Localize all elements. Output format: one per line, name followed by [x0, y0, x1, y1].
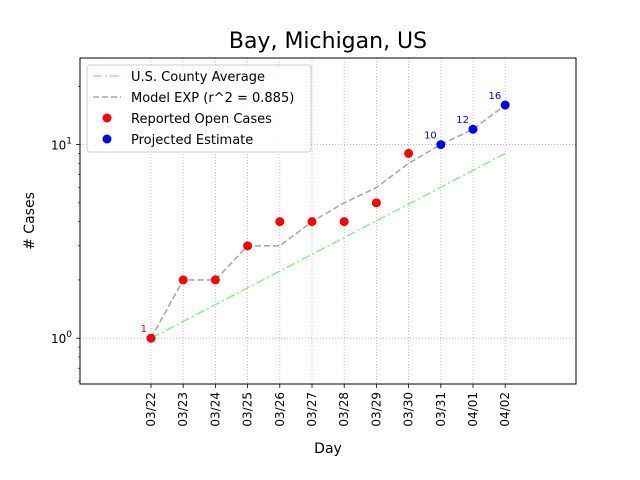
data-point [210, 275, 220, 285]
data-label: 16 [488, 91, 501, 102]
x-tick-label: 03/27 [305, 392, 319, 427]
y-axis-title: # Cases [22, 192, 38, 250]
x-tick-label: 03/28 [337, 392, 351, 427]
x-tick-label: 03/26 [273, 392, 287, 427]
x-tick-label: 03/23 [176, 392, 190, 427]
x-tick-label: 04/01 [466, 392, 480, 427]
legend-marker [102, 134, 112, 144]
series-line [150, 104, 506, 339]
series-line [150, 152, 506, 339]
data-point [500, 100, 510, 110]
x-tick-label: 03/25 [241, 392, 255, 427]
x-tick-label: 03/31 [434, 392, 448, 427]
legend-label: Projected Estimate [131, 133, 253, 148]
data-point [146, 333, 156, 343]
x-tick-label: 03/29 [369, 392, 383, 427]
legend-box [86, 64, 312, 153]
data-point [468, 124, 478, 134]
x-tick-label: 03/30 [402, 392, 416, 427]
data-point [404, 148, 414, 158]
data-label: 1 [141, 324, 147, 335]
x-tick-label: 03/22 [144, 392, 158, 427]
data-point [339, 217, 349, 227]
legend-label: U.S. County Average [131, 70, 265, 85]
legend-marker [102, 113, 112, 123]
chart-title: Bay, Michigan, US [229, 29, 427, 54]
data-point [243, 241, 253, 251]
data-point [307, 217, 317, 227]
data-point [178, 275, 188, 285]
axis-layer: 03/22 03/23 03/24 03/25 03/26 03/27 03/28 03/29… [51, 85, 512, 427]
data-point [436, 140, 446, 150]
legend-label: Reported Open Cases [131, 112, 272, 127]
data-label: 10 [424, 131, 437, 142]
y-tick-label: 100 [51, 330, 72, 346]
x-axis-title: Day [314, 441, 342, 457]
series-layer: 1 10 12 16 [141, 91, 510, 343]
x-tick-label: 04/02 [498, 392, 512, 427]
x-tick-label: 03/24 [208, 392, 222, 427]
legend: U.S. County Average Model EXP (r^2 = 0.88… [86, 64, 312, 153]
legend-label: Model EXP (r^2 = 0.885) [131, 91, 294, 106]
data-point [371, 198, 381, 208]
y-tick-label: 101 [51, 137, 72, 153]
data-label: 12 [456, 115, 469, 126]
plot-frame [79, 57, 577, 385]
data-point [275, 217, 285, 227]
